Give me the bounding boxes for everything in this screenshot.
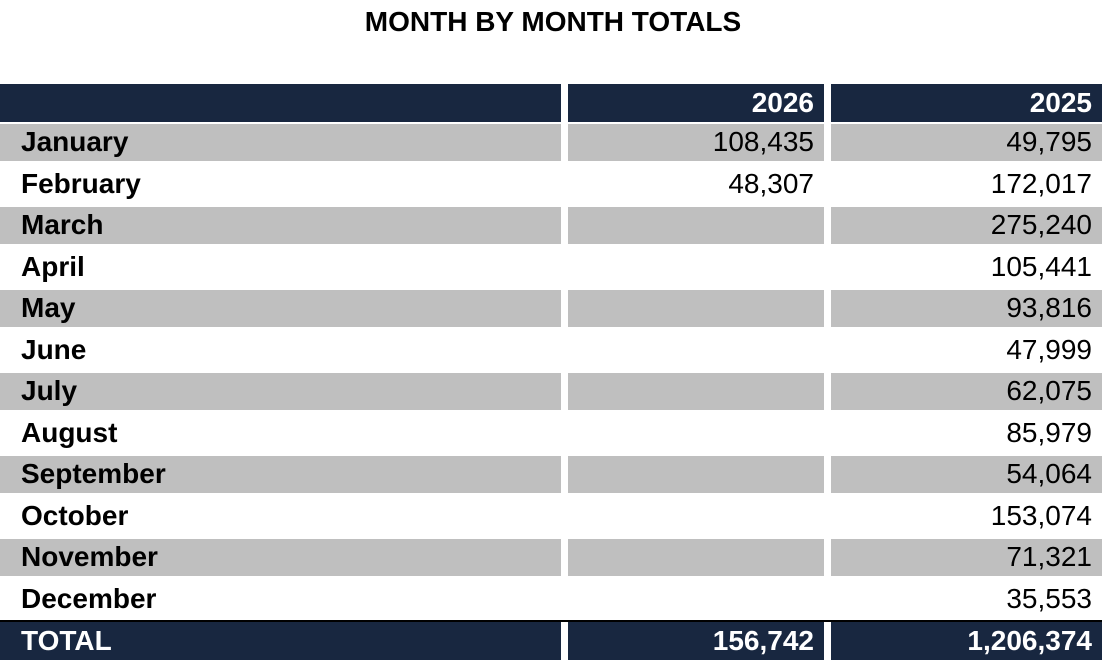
total-2025-cell: 1,206,374 bbox=[831, 622, 1102, 660]
total-row: TOTAL 156,742 1,206,374 bbox=[0, 620, 1102, 660]
month-cell: February bbox=[21, 167, 141, 199]
value-2026-cell bbox=[568, 332, 824, 369]
month-cell: November bbox=[0, 539, 561, 576]
value-2025-cell: 47,999 bbox=[1006, 333, 1092, 365]
table-row-september: September 54,064 bbox=[0, 454, 1102, 496]
value-2025-cell: 153,074 bbox=[990, 499, 1092, 531]
value-2025-cell: 105,441 bbox=[990, 250, 1092, 282]
table-row-january: January 108,435 49,795 bbox=[0, 122, 1102, 164]
value-2026-cell bbox=[568, 581, 824, 618]
value-2026-cell bbox=[568, 207, 824, 244]
value-2026-cell bbox=[568, 456, 824, 493]
table-row-march: March 275,240 bbox=[0, 205, 1102, 247]
table-row-june: June 47,999 bbox=[0, 330, 1102, 372]
value-2025-cell: 93,816 bbox=[831, 290, 1102, 327]
value-2026-cell bbox=[568, 249, 824, 286]
value-2026-cell bbox=[568, 539, 824, 576]
value-2026-cell bbox=[568, 415, 824, 452]
month-cell: September bbox=[0, 456, 561, 493]
month-cell: July bbox=[0, 373, 561, 410]
value-2025-cell: 85,979 bbox=[1006, 416, 1092, 448]
month-cell: August bbox=[21, 416, 118, 448]
header-2026-cell: 2026 bbox=[568, 84, 824, 122]
value-2025-cell: 54,064 bbox=[831, 456, 1102, 493]
month-totals-table: 2026 2025 January 108,435 49,795 Februar… bbox=[0, 84, 1102, 660]
value-2025-cell: 172,017 bbox=[990, 167, 1092, 199]
value-2026-cell: 48,307 bbox=[728, 167, 814, 199]
table-row-february: February 48,307 172,017 bbox=[0, 164, 1102, 206]
value-2026-cell bbox=[568, 498, 824, 535]
month-cell: December bbox=[21, 582, 157, 614]
month-cell: May bbox=[0, 290, 561, 327]
value-2025-cell: 71,321 bbox=[831, 539, 1102, 576]
table-row-august: August 85,979 bbox=[0, 413, 1102, 455]
header-month-cell bbox=[0, 84, 561, 122]
value-2025-cell: 35,553 bbox=[1006, 582, 1092, 614]
total-2026-cell: 156,742 bbox=[568, 622, 824, 660]
table-row-july: July 62,075 bbox=[0, 371, 1102, 413]
month-cell: October bbox=[21, 499, 129, 531]
month-cell: January bbox=[0, 124, 561, 161]
value-2026-cell bbox=[568, 373, 824, 410]
month-cell: April bbox=[21, 250, 85, 282]
month-cell: March bbox=[0, 207, 561, 244]
value-2025-cell: 275,240 bbox=[831, 207, 1102, 244]
table-row-december: December 35,553 bbox=[0, 579, 1102, 621]
table-row-april: April 105,441 bbox=[0, 247, 1102, 289]
table-row-october: October 153,074 bbox=[0, 496, 1102, 538]
value-2025-cell: 49,795 bbox=[831, 124, 1102, 161]
table-row-november: November 71,321 bbox=[0, 537, 1102, 579]
header-2025-cell: 2025 bbox=[831, 84, 1102, 122]
header-row: 2026 2025 bbox=[0, 84, 1102, 122]
total-label-cell: TOTAL bbox=[0, 622, 561, 660]
month-cell: June bbox=[21, 333, 87, 365]
value-2026-cell: 108,435 bbox=[568, 124, 824, 161]
page-title: MONTH BY MONTH TOTALS bbox=[364, 6, 742, 37]
value-2025-cell: 62,075 bbox=[831, 373, 1102, 410]
value-2026-cell bbox=[568, 290, 824, 327]
table-row-may: May 93,816 bbox=[0, 288, 1102, 330]
